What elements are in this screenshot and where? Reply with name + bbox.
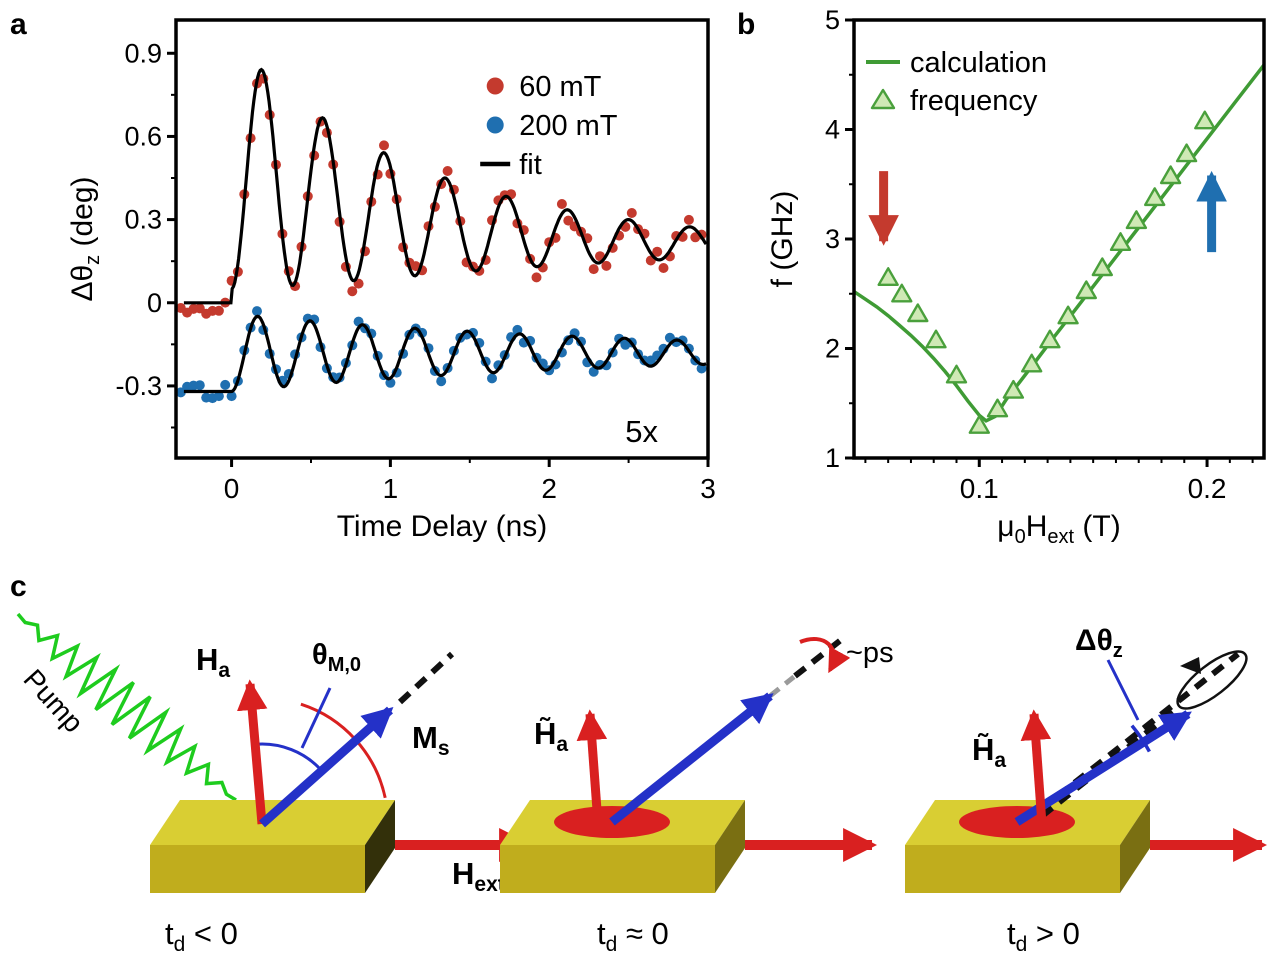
caption-td-negative: td < 0	[165, 916, 238, 956]
svg-text:-0.3: -0.3	[115, 371, 162, 401]
scene-td-zero: H̃a ~ps td ≈ 0	[500, 633, 894, 956]
svg-text:2: 2	[541, 473, 557, 504]
pump-pulse-icon	[16, 612, 237, 802]
caption-td-positive: td > 0	[1007, 916, 1080, 956]
svg-text:Time Delay (ns): Time Delay (ns)	[337, 510, 548, 543]
ps-label: ~ps	[846, 637, 894, 669]
pump-label: Pump	[18, 663, 90, 738]
theta-angle-arc	[256, 742, 322, 771]
slab-side	[715, 800, 745, 893]
ms-label: Ms	[412, 720, 450, 760]
ms-arrow	[1014, 710, 1192, 826]
svg-text:Δθz (deg): Δθz (deg)	[66, 176, 104, 301]
svg-text:0.3: 0.3	[124, 205, 162, 235]
svg-text:0.6: 0.6	[124, 121, 162, 151]
svg-text:0.9: 0.9	[124, 38, 162, 68]
ms-arrow	[609, 692, 774, 826]
precession-direction-arrowhead	[1180, 657, 1201, 674]
caption-td-zero: td ≈ 0	[597, 916, 669, 956]
slab-side	[1120, 800, 1150, 893]
svg-text:60 mT: 60 mT	[519, 71, 601, 103]
svg-text:μ0Hext (T): μ0Hext (T)	[997, 510, 1120, 546]
chart-frequency-vs-field: 1 2 3 4 5 0.1 0.2 f (GHz) μ0Hext (T) calculation f…	[766, 6, 1266, 546]
svg-text:fit: fit	[519, 149, 542, 181]
slab-top	[150, 800, 395, 845]
hta-label: H̃a	[972, 732, 1006, 772]
svg-text:2: 2	[825, 334, 840, 364]
svg-text:calculation: calculation	[910, 47, 1047, 79]
svg-text:0.1: 0.1	[960, 473, 999, 504]
slab-front	[150, 845, 365, 893]
svg-text:f (GHz): f (GHz)	[766, 191, 799, 288]
svg-text:0: 0	[147, 288, 162, 318]
slab-front	[905, 845, 1120, 893]
scene-td-positive: H̃a Δθz td > 0	[905, 624, 1268, 956]
panel-label-b: b	[737, 8, 756, 41]
panel-c-schematics: Pump Ha θM,0 Ms Hext td < 0	[16, 612, 1268, 956]
dtheta-angle-arc	[1130, 724, 1151, 753]
svg-text:0.2: 0.2	[1188, 473, 1227, 504]
hta-arrow	[576, 709, 608, 825]
hta-label: H̃a	[534, 716, 568, 756]
precession-cone	[1176, 650, 1248, 710]
theta-m0-label: θM,0	[312, 639, 361, 676]
slab-side	[365, 800, 395, 893]
hext-label: Hext	[452, 856, 505, 896]
svg-text:3: 3	[700, 473, 716, 504]
svg-text:1: 1	[825, 443, 840, 473]
slab-front	[500, 845, 715, 893]
svg-text:0: 0	[224, 473, 240, 504]
dtheta-leader-line	[1106, 659, 1140, 721]
svg-text:1: 1	[383, 473, 399, 504]
theta-leader-line	[300, 687, 332, 749]
svg-text:frequency: frequency	[910, 85, 1038, 117]
cone-upper-dashed-line	[1038, 651, 1240, 813]
panel-label-a: a	[10, 8, 27, 41]
ms-arrow	[259, 706, 394, 828]
dtheta-label: Δθz	[1075, 624, 1123, 662]
ha-label: Ha	[196, 642, 230, 682]
svg-text:5: 5	[825, 6, 840, 35]
svg-text:4: 4	[825, 115, 840, 145]
hta-arrow	[1020, 709, 1052, 825]
svg-text:5x: 5x	[625, 414, 658, 449]
easy-axis-dashed-line	[793, 633, 848, 679]
svg-text:200 mT: 200 mT	[519, 110, 618, 142]
ha-arrow	[236, 679, 268, 825]
chart-time-delay: 0.9 0.6 0.3 0 -0.3 0 1 2 3 Δθz (deg) Time Delay (n…	[66, 18, 716, 543]
scene-td-negative: Pump Ha θM,0 Ms Hext td < 0	[16, 612, 534, 956]
panel-label-c: c	[10, 570, 27, 603]
svg-text:3: 3	[825, 224, 840, 254]
ps-rotation-curl	[799, 636, 851, 674]
easy-axis-dashed-line	[397, 651, 455, 705]
